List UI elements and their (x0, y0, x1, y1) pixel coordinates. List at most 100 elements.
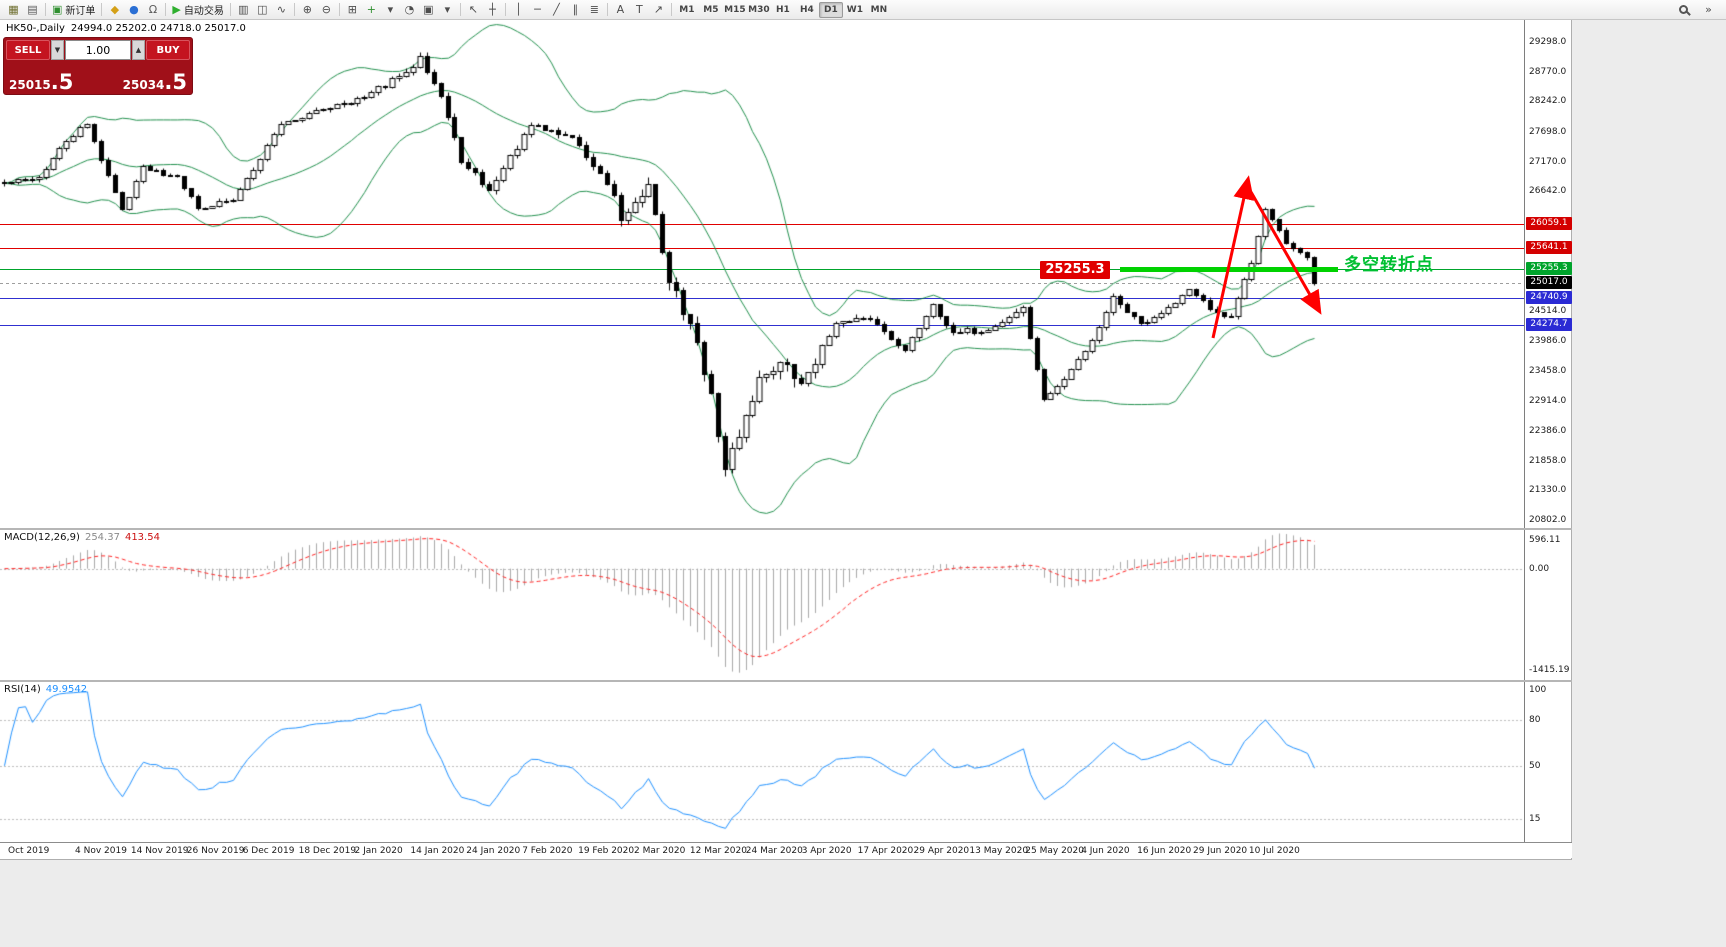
search-button[interactable] (1674, 1, 1693, 18)
templates-icon: ▣ (423, 3, 434, 16)
volume-up-spinner[interactable]: ▲ (132, 40, 145, 60)
vertical-line-button[interactable]: │ (509, 1, 528, 18)
symbol-period-label: HK50-,Daily (6, 23, 65, 34)
rsi-canvas[interactable] (0, 682, 1524, 842)
toolbar-separator (101, 3, 103, 16)
favorites-icon: ◆ (110, 3, 120, 16)
periods-icon: ◔ (404, 3, 415, 16)
candlestick-chart-canvas[interactable] (0, 20, 1524, 528)
date-label: 17 Apr 2020 (857, 846, 914, 856)
support-button[interactable]: Ω (143, 1, 162, 18)
autotrading-button[interactable]: ▶ 自动交易 (169, 1, 226, 18)
buy-button[interactable]: BUY (146, 40, 190, 60)
timeframe-m5[interactable]: M5 (703, 4, 719, 15)
rsi-axis-label: 15 (1529, 814, 1541, 825)
bar-chart-button[interactable]: ▥ (234, 1, 253, 18)
pane-separator[interactable] (0, 528, 1572, 530)
macd-canvas[interactable] (0, 530, 1524, 680)
price-tag: 25641.1 (1526, 240, 1572, 254)
sell-price[interactable]: 25015.5 (9, 72, 73, 93)
profiles-icon: ▤ (27, 3, 38, 16)
text-button[interactable]: A (611, 1, 630, 18)
indicators-icon: ▾ (387, 3, 394, 16)
support-price-callout[interactable]: 25255.3 (1040, 261, 1110, 279)
trendline-button[interactable]: ╱ (547, 1, 566, 18)
pane-separator[interactable] (0, 680, 1572, 682)
volume-input[interactable] (65, 40, 131, 60)
date-label: 18 Dec 2019 (298, 846, 357, 856)
price-axis-label: 23986.0 (1529, 335, 1567, 346)
community-button[interactable]: ● (124, 1, 143, 18)
one-click-trade-panel: SELL ▼ ▲ BUY 25015.5 25034.5 (3, 37, 193, 95)
favorites-button[interactable]: ◆ (105, 1, 124, 18)
date-label: 19 Feb 2020 (578, 846, 635, 856)
rsi-axis-label: 80 (1529, 715, 1541, 726)
line-chart-button[interactable]: ∿ (272, 1, 291, 18)
date-label: 16 Jun 2020 (1137, 846, 1192, 856)
date-label: 10 Jul 2020 (1248, 846, 1300, 856)
horizontal-line-button[interactable]: ─ (528, 1, 547, 18)
indicators-dropdown[interactable]: ▾ (381, 1, 400, 18)
timeframe-h1[interactable]: H1 (775, 4, 790, 15)
label-button[interactable]: T (630, 1, 649, 18)
price-axis-label: 21330.0 (1529, 485, 1567, 496)
date-label: 12 Mar 2020 (689, 846, 747, 856)
arrows-button[interactable]: ↗ (649, 1, 668, 18)
community-icon: ● (129, 3, 139, 16)
timeframe-mn[interactable]: MN (870, 4, 888, 15)
rsi-pane[interactable]: RSI(14) 49.9542 (0, 682, 1572, 842)
tile-windows-button[interactable]: ⊞ (343, 1, 362, 18)
crosshair-button[interactable]: ┼ (483, 1, 502, 18)
indicators-button[interactable]: + (362, 1, 381, 18)
toolbar-overflow-button[interactable]: » (1699, 1, 1718, 18)
text-icon: A (616, 3, 625, 16)
autotrading-icon: ▶ (172, 3, 181, 16)
timeframe-m15[interactable]: M15 (724, 4, 746, 15)
timeframe-h4[interactable]: H4 (799, 4, 814, 15)
new-chart-button[interactable]: ▦ (4, 1, 23, 18)
price-axis-label: 22386.0 (1529, 425, 1567, 436)
price-axis-label: 27170.0 (1529, 156, 1567, 167)
new-order-button[interactable]: ▣ 新订单 (49, 1, 98, 18)
turning-point-note[interactable]: 多空转折点 (1344, 255, 1434, 275)
profiles-button[interactable]: ▤ (23, 1, 42, 18)
buy-price[interactable]: 25034.5 (123, 72, 187, 93)
date-label: 2 Jan 2020 (354, 846, 403, 856)
zoom-in-button[interactable]: ⊕ (298, 1, 317, 18)
sell-price-pip: .5 (50, 70, 74, 94)
price-tag: 24740.9 (1526, 291, 1572, 305)
date-label: 4 Jun 2020 (1081, 846, 1130, 856)
timeframe-m30[interactable]: M30 (748, 4, 770, 15)
fibonacci-button[interactable]: ≣ (585, 1, 604, 18)
bar-chart-icon: ▥ (238, 3, 249, 16)
channel-button[interactable]: ∥ (566, 1, 585, 18)
timeframe-m1[interactable]: M1 (679, 4, 695, 15)
volume-down-spinner[interactable]: ▼ (51, 40, 64, 60)
timeframe-d1[interactable]: D1 (818, 1, 843, 18)
macd-pane[interactable]: MACD(12,26,9) 254.37 413.54 (0, 530, 1572, 680)
price-pane[interactable]: 25255.3 多空转折点 HK50-,Daily 24994.0 25202.0… (0, 20, 1572, 528)
sell-price-main: 25015 (9, 78, 51, 92)
templates-dropdown[interactable]: ▾ (438, 1, 457, 18)
cursor-button[interactable]: ↖ (464, 1, 483, 18)
sell-button[interactable]: SELL (6, 40, 50, 60)
date-label: 29 Jun 2020 (1193, 846, 1248, 856)
vertical-line-icon: │ (515, 3, 522, 16)
date-label: 6 Dec 2019 (242, 846, 295, 856)
empty-workspace-right (1573, 20, 1726, 947)
new-order-icon: ▣ (52, 3, 63, 16)
candlestick-chart-button[interactable]: ◫ (253, 1, 272, 18)
support-trendline[interactable] (1120, 267, 1338, 272)
price-axis-label: 28242.0 (1529, 96, 1567, 107)
date-label: 24 Mar 2020 (745, 846, 803, 856)
overflow-chevron-icon: » (1705, 3, 1712, 16)
timeframe-w1[interactable]: W1 (846, 4, 863, 15)
chart-window[interactable]: 25255.3 多空转折点 HK50-,Daily 24994.0 25202.0… (0, 20, 1572, 860)
periods-button[interactable]: ◔ (400, 1, 419, 18)
macd-axis-label: -1415.19 (1529, 665, 1570, 675)
price-axis-label: 22914.0 (1529, 396, 1567, 407)
zoom-out-button[interactable]: ⊖ (317, 1, 336, 18)
tile-windows-icon: ⊞ (347, 3, 357, 16)
templates-button[interactable]: ▣ (419, 1, 438, 18)
